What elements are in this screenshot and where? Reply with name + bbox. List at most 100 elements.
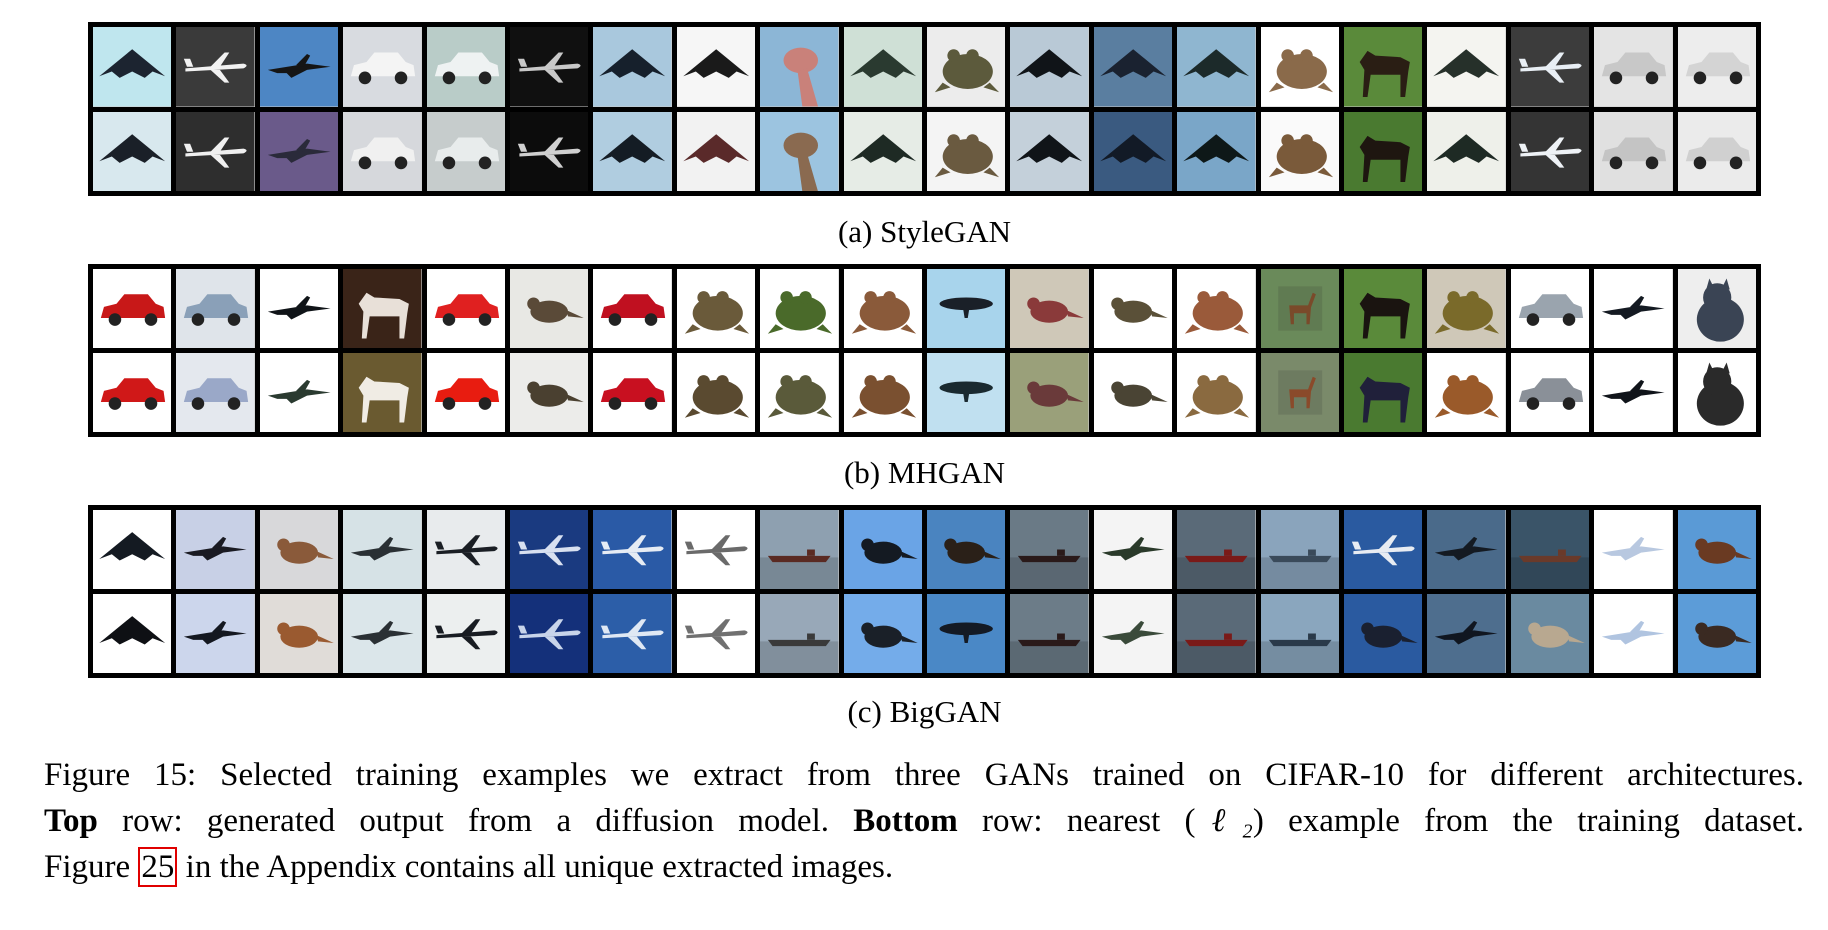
car-thumbnail-image xyxy=(93,269,172,348)
stylegan-top-row-thumb-10 xyxy=(843,27,922,107)
frog-thumbnail-image xyxy=(676,269,756,348)
car-thumbnail-image xyxy=(176,269,255,348)
frog-thumbnail-image xyxy=(927,111,1006,191)
car-thumbnail-image xyxy=(426,27,505,107)
mhgan-panel xyxy=(88,264,1761,437)
horse-thumbnail-image xyxy=(1344,353,1423,432)
stealth-bomber-thumbnail-image xyxy=(93,510,172,589)
mhgan-bottom-row-thumb-19 xyxy=(1594,353,1673,432)
mhgan-bottom-row-thumb-7 xyxy=(593,353,672,432)
biggan-top-row-thumb-20 xyxy=(1677,510,1756,589)
frog-thumbnail-image xyxy=(1177,353,1256,432)
stylegan-top-row-thumb-5 xyxy=(426,27,505,107)
fighter-jet-thumbnail-image xyxy=(259,353,339,432)
airliner-thumbnail-image xyxy=(510,594,589,673)
mhgan-top-row-thumb-12 xyxy=(1010,269,1089,348)
biggan-bottom-row-thumb-17 xyxy=(1427,594,1506,673)
mhgan-top-row-thumb-15 xyxy=(1260,269,1339,348)
car-thumbnail-image xyxy=(426,353,505,432)
bird-thumbnail-image xyxy=(1510,594,1590,673)
airliner-thumbnail-image xyxy=(510,111,589,191)
airliner-thumbnail-image xyxy=(676,594,756,673)
stylegan-bottom-row-thumb-15 xyxy=(1260,111,1339,191)
caption-l2-math: ℓ₂ xyxy=(1195,803,1253,839)
stylegan-bottom-row-thumb-7 xyxy=(593,111,672,191)
mhgan-bottom-row-thumb-3 xyxy=(259,353,339,432)
figure-25-link[interactable]: 25 xyxy=(138,847,178,887)
bird-thumbnail-image xyxy=(1093,353,1173,432)
stylegan-top-row-thumb-2 xyxy=(176,27,255,107)
stylegan-top-row-thumb-19 xyxy=(1594,27,1673,107)
cat-thumbnail-image xyxy=(1677,353,1756,432)
stylegan-bottom-row-thumb-2 xyxy=(176,111,255,191)
biggan-top-row-thumb-3 xyxy=(259,510,339,589)
mhgan-bottom-row-thumb-5 xyxy=(426,353,505,432)
caption-example-text: ) example from the training dataset. xyxy=(1252,803,1805,839)
biggan-bottom-row-thumb-10 xyxy=(843,594,922,673)
stylegan-top-row-thumb-8 xyxy=(676,27,756,107)
stealth-bomber-thumbnail-image xyxy=(843,27,922,107)
stylegan-bottom-row-thumb-9 xyxy=(760,111,839,191)
fighter-jet-thumbnail-image xyxy=(176,594,255,673)
ship-thumbnail-image xyxy=(1260,510,1339,589)
bird-thumbnail-image xyxy=(1344,594,1423,673)
airliner-thumbnail-image xyxy=(676,510,756,589)
biggan-top-row-thumb-10 xyxy=(843,510,922,589)
stylegan-top-row-thumb-6 xyxy=(510,27,589,107)
ship-thumbnail-image xyxy=(1177,594,1256,673)
biggan-top-row-thumb-12 xyxy=(1010,510,1089,589)
figure-caption: Figure 15: Selected training examples we… xyxy=(44,752,1804,890)
stylegan-bottom-row-thumb-19 xyxy=(1594,111,1673,191)
stylegan-bottom-row-thumb-20 xyxy=(1677,111,1756,191)
airliner-thumbnail-image xyxy=(176,27,255,107)
stylegan-grid xyxy=(93,27,1756,191)
airliner-thumbnail-image xyxy=(593,510,672,589)
biggan-top-row-thumb-8 xyxy=(676,510,756,589)
stylegan-top-row-thumb-3 xyxy=(259,27,339,107)
biggan-bottom-row-thumb-12 xyxy=(1010,594,1089,673)
mhgan-bottom-row-thumb-16 xyxy=(1344,353,1423,432)
fighter-jet-thumbnail-image xyxy=(1427,510,1506,589)
biggan-top-row-thumb-7 xyxy=(593,510,672,589)
ship-thumbnail-image xyxy=(760,594,839,673)
mhgan-bottom-row-thumb-11 xyxy=(927,353,1006,432)
mhgan-bottom-row-thumb-4 xyxy=(343,353,422,432)
stylegan-panel xyxy=(88,22,1761,196)
mhgan-top-row-thumb-18 xyxy=(1510,269,1590,348)
stealth-bomber-thumbnail-image xyxy=(1093,111,1173,191)
stylegan-bottom-row-thumb-16 xyxy=(1344,111,1423,191)
mhgan-bottom-row-thumb-14 xyxy=(1177,353,1256,432)
biggan-top-row-thumb-4 xyxy=(343,510,422,589)
stealth-bomber-thumbnail-image xyxy=(1010,27,1089,107)
stealth-bomber-thumbnail-image xyxy=(1177,27,1256,107)
bird-thumbnail-image xyxy=(843,594,922,673)
stylegan-bottom-row-thumb-17 xyxy=(1427,111,1506,191)
mhgan-top-row-thumb-2 xyxy=(176,269,255,348)
stylegan-bottom-row-thumb-18 xyxy=(1510,111,1590,191)
stylegan-bottom-row-thumb-12 xyxy=(1010,111,1089,191)
mhgan-bottom-row-thumb-8 xyxy=(676,353,756,432)
biggan-top-row-thumb-1 xyxy=(93,510,172,589)
ship-thumbnail-image xyxy=(1010,594,1089,673)
mhgan-bottom-row-thumb-2 xyxy=(176,353,255,432)
biggan-bottom-row-thumb-6 xyxy=(510,594,589,673)
fighter-jet-thumbnail-image xyxy=(259,27,339,107)
stealth-bomber-thumbnail-image xyxy=(676,27,756,107)
bird-thumbnail-image xyxy=(510,353,589,432)
caption-bottom-label: Bottom xyxy=(853,803,958,839)
stylegan-top-row-thumb-16 xyxy=(1344,27,1423,107)
stylegan-bottom-row-thumb-5 xyxy=(426,111,505,191)
caption-line-1: Figure 15: Selected training examples we… xyxy=(44,757,1804,793)
fighter-jet-thumbnail-image xyxy=(176,510,255,589)
stylegan-bottom-row-thumb-8 xyxy=(676,111,756,191)
mhgan-top-row-thumb-1 xyxy=(93,269,172,348)
stylegan-bottom-row-thumb-1 xyxy=(93,111,172,191)
stealth-bomber-thumbnail-image xyxy=(1093,27,1173,107)
airliner-thumbnail-image xyxy=(1344,510,1423,589)
fighter-jet-thumbnail-image xyxy=(343,510,422,589)
stylegan-top-row-thumb-17 xyxy=(1427,27,1506,107)
stylegan-subcaption: (a) StyleGAN xyxy=(837,214,1012,249)
frog-thumbnail-image xyxy=(843,269,922,348)
fighter-jet-thumbnail-image xyxy=(1594,353,1673,432)
car-thumbnail-image xyxy=(93,353,172,432)
